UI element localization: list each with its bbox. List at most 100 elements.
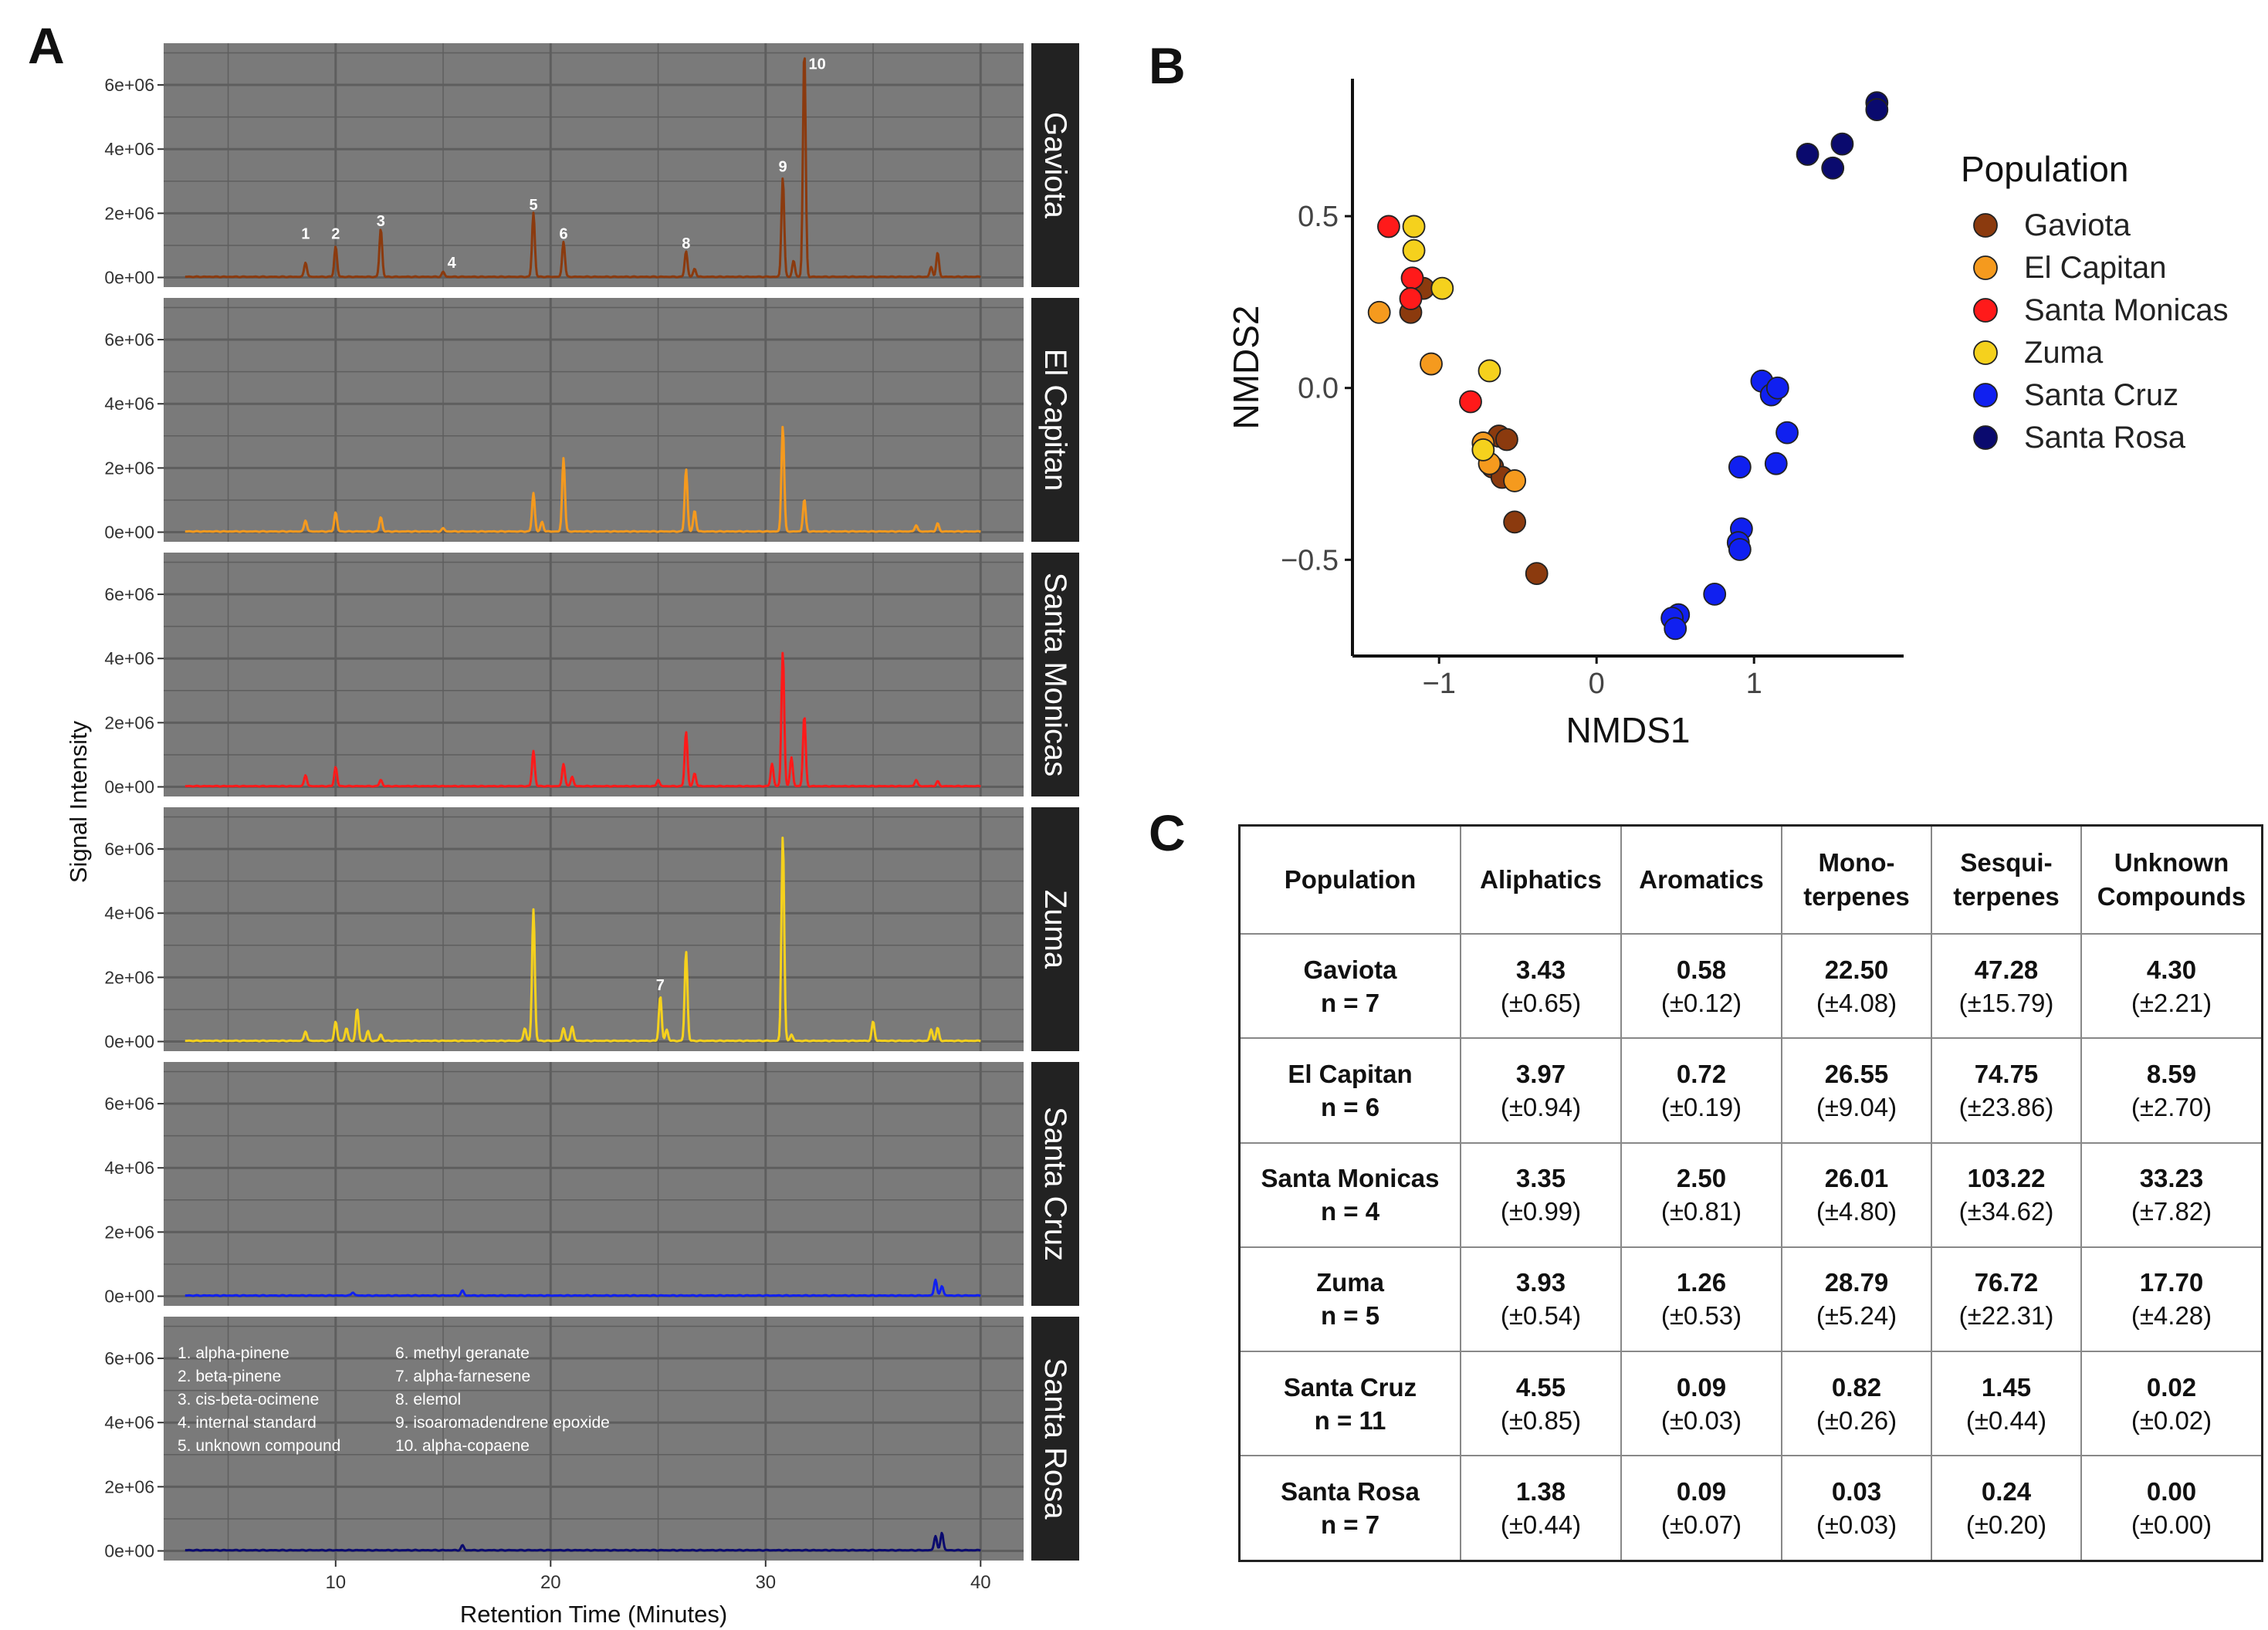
- table-cell-value: 0.09 (±0.03): [1620, 1351, 1782, 1457]
- table-cell-value: 3.93 (±0.54): [1460, 1246, 1622, 1353]
- peak-label: 5: [529, 197, 537, 214]
- y-tick-label: 6e+06: [104, 839, 154, 859]
- chromatogram-trace-3: [184, 837, 981, 1043]
- table-cell-value: 22.50 (±4.08): [1781, 932, 1932, 1040]
- table-cell-value: 103.22 (±34.62): [1931, 1141, 2082, 1248]
- y-tick-label: 0.5: [1298, 201, 1339, 233]
- legend-key-gaviota: [1973, 213, 1998, 238]
- cell-mean: 0.24: [1981, 1477, 2032, 1507]
- cell-sd: (±0.12): [1660, 988, 1742, 1017]
- legend-key-santa-cruz: [1973, 383, 1998, 408]
- cell-mean: 33.23: [2139, 1164, 2204, 1193]
- cell-sd: (±0.20): [1965, 1510, 2047, 1540]
- scatter-point-santa-rosa: [1865, 98, 1889, 121]
- sample-size: n = 4: [1320, 1197, 1380, 1226]
- cell-mean: 17.70: [2139, 1268, 2204, 1297]
- table-header-col-0: Population: [1238, 824, 1461, 935]
- cell-sd: (±7.82): [2131, 1197, 2212, 1226]
- population-name: Zuma: [1315, 1268, 1384, 1297]
- y-axis-title: Signal Intensity: [65, 720, 92, 883]
- x-tick-label: −1: [1423, 668, 1456, 700]
- x-tick-label: 20: [540, 1572, 561, 1593]
- cell-sd: (±23.86): [1958, 1092, 2054, 1121]
- cell-sd: (±34.62): [1958, 1197, 2054, 1226]
- table-cell-value: 26.55 (±9.04): [1781, 1037, 1932, 1144]
- table-cell-value: 1.38 (±0.44): [1460, 1455, 1622, 1562]
- population-name: Santa Cruz: [1283, 1372, 1417, 1402]
- legend-label: Santa Cruz: [2024, 378, 2178, 412]
- cell-sd: (±0.85): [1500, 1405, 1582, 1435]
- y-axis-title: NMDS2: [1226, 305, 1266, 429]
- table-cell-value: 2.50 (±0.81): [1620, 1141, 1782, 1248]
- table-cell-value: 1.45 (±0.44): [1931, 1351, 2082, 1457]
- scatter-point-zuma: [1430, 276, 1454, 300]
- scatter-point-santa-cruz: [1728, 538, 1752, 561]
- table-cell-value: 4.30 (±2.21): [2080, 932, 2263, 1040]
- cell-mean: 47.28: [1974, 955, 2039, 984]
- scatter-point-santa-cruz: [1664, 617, 1687, 641]
- y-tick-label: 0.0: [1298, 373, 1339, 405]
- table-header-text: Unknown: [2114, 848, 2229, 877]
- legend-label: Santa Rosa: [2024, 421, 2186, 455]
- chromatogram-trace-5: [184, 1531, 981, 1552]
- facet-strip-label: Gaviota: [1038, 112, 1072, 219]
- table-cell-value: 3.43 (±0.65): [1460, 932, 1622, 1040]
- cell-mean: 3.35: [1515, 1164, 1566, 1193]
- table-header-row: Population Aliphatics Aromatics Mono-terpen…: [1238, 824, 2263, 935]
- scatter-point-santa-cruz: [1775, 421, 1799, 445]
- cell-mean: 76.72: [1974, 1268, 2039, 1297]
- facet-strip-label: Zuma: [1038, 890, 1072, 969]
- table-header-text: terpenes: [1953, 882, 2060, 911]
- cell-mean: 26.55: [1824, 1059, 1889, 1088]
- table-cell-population: Santa Rosa n = 7: [1238, 1455, 1461, 1562]
- sample-size: n = 5: [1320, 1301, 1380, 1331]
- cell-mean: 4.55: [1515, 1372, 1566, 1402]
- cell-mean: 3.97: [1515, 1059, 1566, 1088]
- compound-legend-entry: 4. internal standard: [178, 1414, 317, 1432]
- table-row: Santa Monicas n = 4 3.35 (±0.99) 2.50 (±0.81)…: [1238, 1141, 2263, 1248]
- table-cell-value: 3.97 (±0.94): [1460, 1037, 1622, 1144]
- scatter-point-zuma: [1402, 238, 1426, 262]
- x-tick-label: 30: [755, 1572, 776, 1593]
- cell-sd: (±4.08): [1816, 988, 1897, 1017]
- table-cell-value: 8.59 (±2.70): [2080, 1037, 2263, 1144]
- table-header-col-1: Aliphatics: [1460, 824, 1622, 935]
- scatter-point-santa-monicas: [1377, 215, 1400, 238]
- table-header-text: Aromatics: [1639, 865, 1764, 894]
- cell-mean: 4.30: [2146, 955, 2197, 984]
- y-tick-label: 0e+00: [104, 268, 154, 288]
- x-tick-label: 1: [1746, 668, 1762, 700]
- table-cell-value: 28.79 (±5.24): [1781, 1246, 1932, 1353]
- cell-mean: 0.72: [1676, 1059, 1727, 1088]
- peak-label: 8: [682, 235, 690, 252]
- peak-label: 4: [448, 255, 457, 272]
- y-tick-label: 4e+06: [104, 139, 154, 159]
- y-tick-label: −0.5: [1281, 544, 1339, 577]
- cell-sd: (±0.99): [1500, 1197, 1582, 1226]
- composition-table-wrapper: Population Aliphatics Aromatics Mono-terpen…: [1238, 824, 2263, 1562]
- table-cell-population: El Capitan n = 6: [1238, 1037, 1461, 1144]
- cell-sd: (±0.26): [1816, 1405, 1897, 1435]
- cell-sd: (±0.94): [1500, 1092, 1582, 1121]
- peak-label: 1: [301, 226, 310, 243]
- facet-background: [164, 298, 1024, 542]
- chromatogram-trace-1: [184, 425, 981, 533]
- scatter-point-gaviota: [1503, 510, 1527, 534]
- cell-sd: (±22.31): [1958, 1301, 2054, 1331]
- x-tick-label: 10: [325, 1572, 346, 1593]
- table-header-col-4: Sesqui-terpenes: [1931, 824, 2082, 935]
- cell-mean: 103.22: [1967, 1164, 2046, 1193]
- cell-sd: (±0.44): [1500, 1510, 1582, 1540]
- scatter-point-el-capitan: [1503, 469, 1527, 492]
- scatter-point-santa-monicas: [1459, 390, 1482, 414]
- legend-label: El Capitan: [2024, 251, 2167, 285]
- sample-size: n = 6: [1320, 1092, 1380, 1121]
- cell-sd: (±15.79): [1958, 988, 2054, 1017]
- y-tick-label: 2e+06: [104, 712, 154, 732]
- cell-mean: 0.09: [1676, 1372, 1727, 1402]
- table-header-col-2: Aromatics: [1620, 824, 1782, 935]
- scatter-point-gaviota: [1525, 562, 1549, 586]
- y-tick-label: 4e+06: [104, 394, 154, 414]
- legend-key-zuma: [1973, 340, 1998, 365]
- table-row: Gaviota n = 7 3.43 (±0.65) 0.58 (±0.12) 22.50 (…: [1238, 932, 2263, 1040]
